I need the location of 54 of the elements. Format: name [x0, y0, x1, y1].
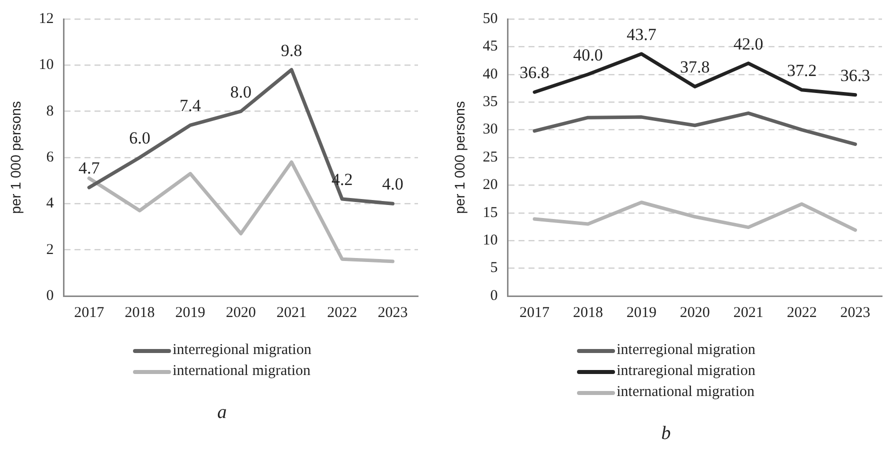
y-tick-label: 6: [46, 149, 54, 166]
y-tick-label: 8: [46, 103, 54, 120]
x-tick-label: 2018: [572, 304, 603, 321]
y-tick-label: 25: [482, 149, 498, 166]
y-tick-label: 10: [482, 232, 498, 249]
legend-label: international migration: [172, 363, 311, 380]
y-tick-label: 30: [482, 122, 498, 138]
data-label: 4.7: [78, 158, 100, 178]
x-tick-label: 2022: [786, 304, 817, 321]
data-label: 37.2: [786, 60, 817, 80]
legend-label: intraregional migration: [616, 363, 756, 380]
legend-label: international migration: [616, 384, 755, 401]
x-tick-label: 2020: [680, 304, 710, 321]
x-tick-label: 2022: [327, 304, 358, 321]
data-label: 4.0: [382, 174, 404, 194]
x-tick-label: 2023: [378, 304, 408, 321]
y-tick-label: 12: [38, 10, 54, 27]
y-tick-label: 35: [482, 94, 498, 110]
x-tick-label: 2020: [226, 304, 256, 321]
data-label: 8.0: [230, 82, 252, 102]
x-tick-label: 2017: [74, 304, 105, 321]
x-tick-label: 2019: [626, 304, 656, 321]
data-label: 43.7: [626, 24, 657, 44]
y-tick-label: 0: [490, 288, 498, 304]
y-axis-title: per 1 000 persons: [7, 101, 24, 214]
y-tick-label: 2: [46, 242, 54, 258]
legend-label: interregional migration: [172, 342, 312, 359]
x-tick-label: 2018: [124, 304, 155, 321]
legend-label: interregional migration: [616, 342, 756, 359]
data-label: 37.8: [680, 58, 710, 77]
data-label: 9.8: [280, 40, 302, 60]
data-label: 36.8: [520, 63, 550, 82]
y-tick-label: 15: [482, 204, 498, 221]
x-tick-label: 2021: [276, 304, 306, 321]
x-tick-label: 2017: [520, 304, 550, 321]
x-tick-label: 2019: [175, 304, 206, 321]
data-label: 40.0: [573, 45, 603, 64]
y-tick-label: 45: [482, 38, 498, 55]
y-tick-label: 4: [46, 196, 54, 212]
y-axis-title: per 1 000 persons: [451, 101, 468, 214]
y-tick-label: 10: [38, 57, 54, 74]
y-tick-label: 50: [482, 10, 498, 27]
y-tick-label: 20: [482, 177, 498, 194]
text: b: [660, 423, 672, 445]
text: a: [216, 402, 228, 424]
x-tick-label: 2021: [733, 304, 764, 321]
data-label: 36.3: [840, 66, 870, 85]
y-tick-label: 0: [46, 288, 54, 304]
x-tick-label: 2023: [840, 304, 870, 321]
data-label: 42.0: [733, 34, 764, 54]
data-label: 7.4: [180, 96, 202, 116]
data-label: 6.0: [129, 128, 150, 148]
y-tick-label: 40: [482, 66, 498, 82]
y-tick-label: 5: [490, 260, 498, 276]
